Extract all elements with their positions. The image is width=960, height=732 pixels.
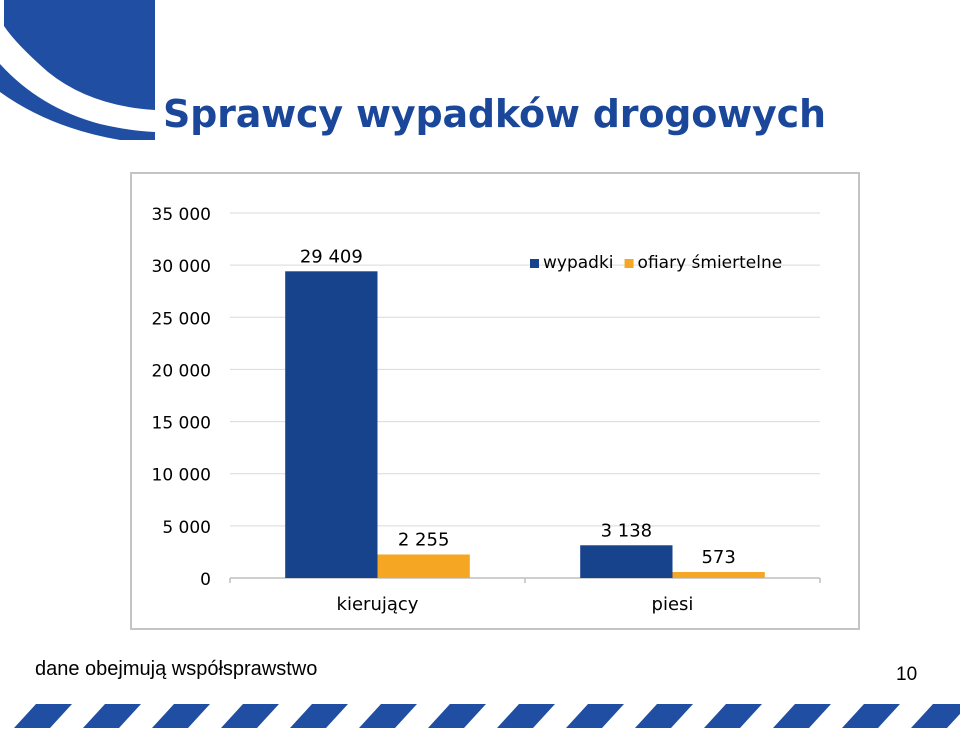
stripe-segment: [842, 704, 900, 728]
data-label: 573: [701, 547, 735, 568]
stripe-segment: [635, 704, 693, 728]
stripe-segment: [773, 704, 831, 728]
y-tick-label: 5 000: [162, 518, 211, 538]
y-tick-label: 0: [200, 570, 211, 590]
legend-swatch: [624, 259, 634, 268]
page-number: 10: [896, 664, 918, 685]
stripe-segment: [428, 704, 486, 728]
decorative-stripe: [14, 704, 960, 728]
stripe-segment: [221, 704, 279, 728]
bar-chart: 0 5 000 10 000 15 000 20 000 25 000 30 000 35 0…: [152, 205, 821, 615]
x-tick-label: piesi: [652, 594, 694, 615]
stripe-segment: [911, 704, 960, 728]
legend-label: wypadki: [543, 253, 614, 273]
legend-label: ofiary śmiertelne: [638, 253, 783, 273]
y-tick-label: 25 000: [152, 309, 211, 329]
data-label: 29 409: [300, 246, 363, 267]
bar-wypadki-2: [580, 545, 673, 578]
stripe-segment: [290, 704, 348, 728]
data-label: 2 255: [398, 529, 450, 550]
bar-ofiary-2: [672, 572, 765, 578]
y-tick-label: 20 000: [152, 361, 211, 381]
stripe-segment: [14, 704, 72, 728]
bar-wypadki-1: [285, 271, 378, 578]
stripe-segment: [497, 704, 555, 728]
brand-logo: [0, 0, 155, 140]
stripe-segment: [359, 704, 417, 728]
legend-swatch: [530, 259, 539, 268]
page-title: Sprawcy wypadków drogowych: [163, 92, 826, 136]
stripe-segment: [152, 704, 210, 728]
x-tick-label: kierujący: [337, 594, 419, 615]
chart-frame: 0 5 000 10 000 15 000 20 000 25 000 30 000 35 0…: [130, 172, 860, 630]
y-tick-label: 15 000: [152, 414, 211, 434]
footnote: dane obejmują współsprawstwo: [35, 658, 318, 680]
data-label: 3 138: [601, 520, 653, 541]
y-tick-label: 10 000: [152, 466, 211, 486]
y-tick-label: 30 000: [152, 257, 211, 277]
stripe-segment: [83, 704, 141, 728]
bar-ofiary-1: [377, 554, 470, 578]
y-tick-label: 35 000: [152, 205, 211, 225]
stripe-segment: [566, 704, 624, 728]
stripe-segment: [704, 704, 762, 728]
